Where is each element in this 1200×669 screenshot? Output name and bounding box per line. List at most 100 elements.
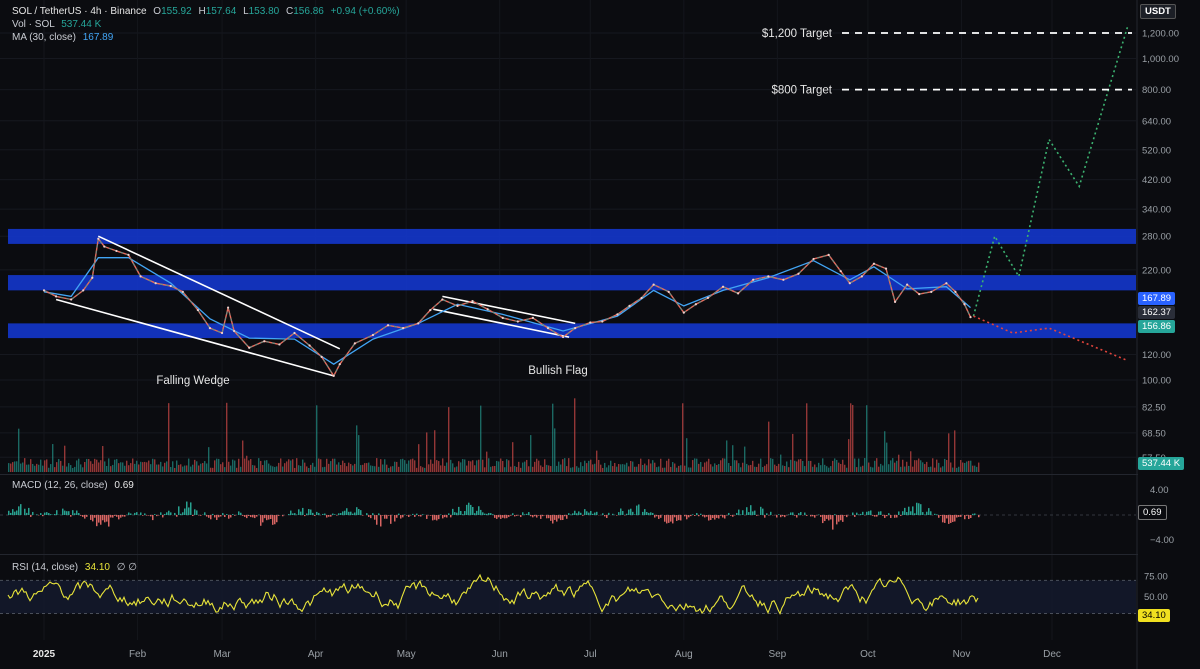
macd-bar <box>978 515 980 518</box>
ma-label: MA (30, close) <box>12 32 76 43</box>
volume-bar <box>574 398 576 472</box>
macd-bar <box>108 515 110 527</box>
price-point <box>652 283 655 286</box>
macd-bar <box>718 515 720 519</box>
price-point <box>386 324 390 327</box>
volume-bar <box>532 466 534 472</box>
volume-bar <box>468 460 470 472</box>
volume-bar <box>138 464 140 472</box>
macd-bar <box>294 513 296 515</box>
macd-bar <box>628 509 630 515</box>
macd-bar <box>326 515 328 518</box>
volume-bar <box>882 465 884 472</box>
price-point <box>82 289 85 292</box>
price-point <box>320 355 323 358</box>
volume-bar <box>370 465 372 472</box>
macd-bar <box>652 512 654 515</box>
macd-bar <box>602 513 604 515</box>
macd-bar <box>564 515 566 517</box>
volume-bar <box>524 461 526 472</box>
macd-bar <box>736 512 738 515</box>
volume-bar <box>334 458 336 472</box>
macd-bar <box>114 515 116 516</box>
currency-button[interactable]: USDT <box>1140 4 1176 19</box>
target-lines: $1,200 Target $800 Target <box>762 28 1132 97</box>
volume-bar <box>62 465 64 472</box>
ma-legend[interactable]: MA (30, close) 167.89 <box>12 32 113 43</box>
x-tick-label: Apr <box>308 649 324 660</box>
symbol-legend[interactable]: SOL / TetherUS · 4h · Binance O155.92 H1… <box>12 6 400 17</box>
volume-bar <box>610 460 612 472</box>
volume-bar <box>556 465 558 472</box>
volume-bar <box>126 460 128 472</box>
macd-bar <box>334 514 336 515</box>
volume-bar <box>926 461 928 472</box>
volume-bar <box>680 465 682 472</box>
macd-bar <box>208 515 210 518</box>
volume-bar <box>772 458 774 472</box>
volume-bar <box>116 459 118 472</box>
macd-bar <box>508 515 510 517</box>
y-tick-label: 640.00 <box>1142 116 1171 127</box>
macd-bar <box>534 515 536 517</box>
macd-bar <box>238 511 240 515</box>
open-value: 155.92 <box>161 6 192 17</box>
volume-bar <box>684 465 686 472</box>
macd-bar <box>240 512 242 515</box>
volume-bar <box>34 465 36 472</box>
macd-bar <box>228 515 230 519</box>
macd-bar <box>356 507 358 515</box>
price-point <box>226 306 230 309</box>
volume-bar <box>300 465 302 472</box>
macd-bar <box>212 513 214 515</box>
rsi-legend[interactable]: RSI (14, close) 34.10 ∅ ∅ <box>12 562 137 573</box>
macd-bar <box>956 515 958 518</box>
volume-bar <box>242 440 244 472</box>
macd-bar <box>90 515 92 520</box>
volume-bar <box>728 463 730 472</box>
macd-bar <box>352 513 354 515</box>
volume-bar <box>634 466 636 472</box>
macd-bar <box>210 515 212 520</box>
macd-bar <box>86 515 88 517</box>
volume-bar <box>738 463 740 472</box>
macd-bar <box>16 510 18 515</box>
volume-bar <box>644 463 646 472</box>
volume-bar <box>470 461 472 472</box>
volume-bar <box>484 467 486 472</box>
volume-bar <box>504 467 506 472</box>
macd-bar <box>98 515 100 523</box>
macd-bar <box>256 515 258 517</box>
volume-legend[interactable]: Vol · SOL 537.44 K <box>12 19 101 30</box>
volume-bar <box>872 467 874 472</box>
volume-bar <box>732 445 734 472</box>
volume-bar <box>890 460 892 472</box>
macd-bar <box>136 512 138 515</box>
volume-bar <box>976 466 978 472</box>
volume-bar <box>338 462 340 472</box>
volume-bar <box>850 403 852 472</box>
volume-bar <box>724 458 726 472</box>
volume-bar <box>934 467 936 472</box>
volume-bar <box>730 465 732 472</box>
macd-bar <box>894 515 896 518</box>
macd-bar <box>472 506 474 515</box>
volume-bar <box>530 435 532 472</box>
volume-bar <box>316 405 318 472</box>
volume-bar <box>342 460 344 472</box>
volume-bar <box>146 462 148 472</box>
volume-bar <box>188 458 190 472</box>
volume-bar <box>754 466 756 472</box>
macd-bar <box>192 515 194 517</box>
volume-value: 537.44 K <box>61 19 102 30</box>
rsi-extra: ∅ ∅ <box>116 562 137 573</box>
y-tick-label: 800.00 <box>1142 85 1171 96</box>
price-point <box>501 316 504 320</box>
macd-legend[interactable]: MACD (12, 26, close) 0.69 <box>12 480 134 491</box>
macd-bar <box>856 512 858 515</box>
volume-bar <box>360 465 362 472</box>
macd-bar <box>554 515 556 520</box>
price-point <box>546 327 550 330</box>
price-point <box>969 316 972 319</box>
